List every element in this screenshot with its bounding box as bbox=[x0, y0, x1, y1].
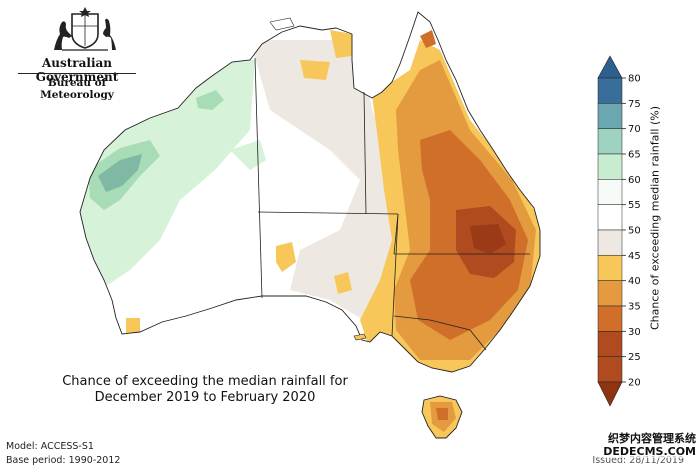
watermark-line-2: DEDECMS.COM bbox=[603, 445, 696, 458]
logo-divider bbox=[18, 73, 136, 74]
mainland-shading bbox=[80, 12, 540, 372]
watermark-line-1: 织梦内容管理系统 bbox=[608, 432, 696, 445]
watermark: 织梦内容管理系统 DEDECMS.COM bbox=[603, 432, 696, 458]
coat-of-arms-icon bbox=[54, 7, 116, 51]
government-logo: Australian Government Bureau of Meteorol… bbox=[14, 6, 140, 101]
model-label: Model: ACCESS-S1 bbox=[6, 441, 94, 452]
tasmania-shading bbox=[422, 396, 462, 438]
colorbar-title: Chance of exceeding median rainfall (%) bbox=[648, 105, 662, 330]
melville-island-outline bbox=[269, 17, 295, 31]
bureau-name: Bureau of Meteorology bbox=[40, 77, 114, 101]
state-borders bbox=[254, 57, 530, 351]
kangaroo-island-outline bbox=[353, 333, 367, 341]
tasmania-outline bbox=[421, 395, 463, 439]
caption-line-2: December 2019 to February 2020 bbox=[94, 390, 316, 405]
mainland-outline bbox=[79, 11, 541, 373]
base-period-label: Base period: 1990-2012 bbox=[6, 455, 121, 466]
caption-line-1: Chance of exceeding the median rainfall … bbox=[62, 374, 348, 389]
map-caption: Chance of exceeding the median rainfall … bbox=[40, 374, 370, 406]
issued-date: Issued: 28/11/2019 bbox=[592, 455, 684, 466]
colorbar-title-box: Chance of exceeding median rainfall (%) bbox=[648, 80, 662, 355]
